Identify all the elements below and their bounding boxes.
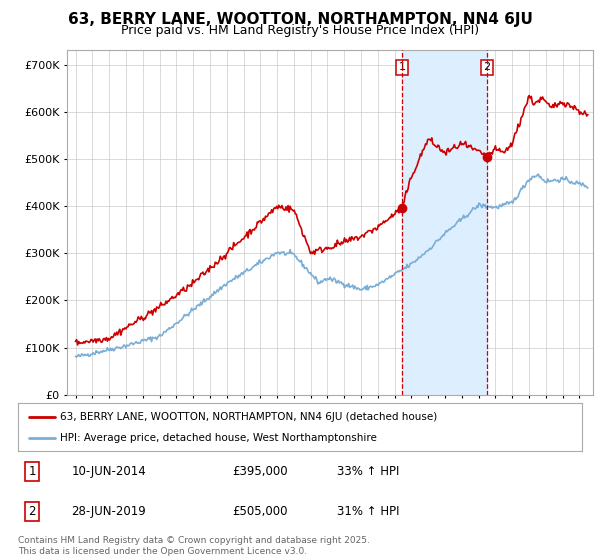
Text: 2: 2 (483, 63, 490, 72)
Text: 31% ↑ HPI: 31% ↑ HPI (337, 505, 399, 518)
Text: 1: 1 (398, 63, 406, 72)
Text: £505,000: £505,000 (232, 505, 288, 518)
Text: HPI: Average price, detached house, West Northamptonshire: HPI: Average price, detached house, West… (60, 433, 377, 444)
Text: £395,000: £395,000 (232, 465, 288, 478)
Text: 28-JUN-2019: 28-JUN-2019 (71, 505, 146, 518)
Text: 63, BERRY LANE, WOOTTON, NORTHAMPTON, NN4 6JU (detached house): 63, BERRY LANE, WOOTTON, NORTHAMPTON, NN… (60, 412, 437, 422)
Text: 2: 2 (28, 505, 36, 518)
Text: 33% ↑ HPI: 33% ↑ HPI (337, 465, 399, 478)
Text: 10-JUN-2014: 10-JUN-2014 (71, 465, 146, 478)
Text: Contains HM Land Registry data © Crown copyright and database right 2025.
This d: Contains HM Land Registry data © Crown c… (18, 536, 370, 556)
Text: Price paid vs. HM Land Registry's House Price Index (HPI): Price paid vs. HM Land Registry's House … (121, 24, 479, 36)
Text: 63, BERRY LANE, WOOTTON, NORTHAMPTON, NN4 6JU: 63, BERRY LANE, WOOTTON, NORTHAMPTON, NN… (68, 12, 532, 27)
Text: 1: 1 (28, 465, 36, 478)
Bar (402, 50, 487, 395)
